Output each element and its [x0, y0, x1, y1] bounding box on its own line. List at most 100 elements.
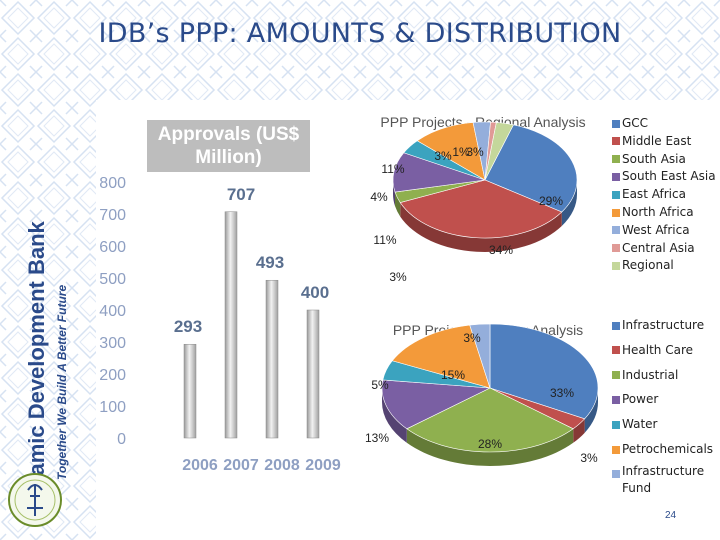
regional-legend: GCC Middle East South Asia South East Asia E… — [612, 116, 718, 276]
pie-slice-power — [381, 379, 492, 430]
legend-label: Regional — [622, 258, 674, 273]
legend-label: GCC — [622, 116, 649, 130]
legend-label: Water — [622, 417, 658, 432]
legend-label: Middle East — [622, 133, 692, 148]
pie-slice-south-east-asia — [392, 152, 486, 193]
legend-swatch — [612, 395, 620, 404]
pie-data-label: 29% — [539, 194, 563, 208]
legend-label: South Asia — [622, 151, 686, 166]
legend-label: Health Care — [622, 342, 694, 357]
pie-slice-infrastructure-fund — [469, 323, 491, 389]
legend-label: South East Asia — [622, 169, 716, 184]
brand-tagline: Together We Build A Better Future — [55, 285, 69, 480]
pie-slice-gcc — [484, 124, 578, 213]
legend-swatch — [612, 137, 620, 146]
legend-item: Middle East — [612, 134, 691, 148]
pie-data-label: 33% — [550, 386, 574, 400]
pie-slice-infrastructure — [489, 323, 599, 420]
legend-item: Petrochemicals — [612, 442, 713, 456]
legend-swatch — [612, 119, 620, 128]
legend-swatch — [612, 190, 620, 199]
pie-data-label: 3% — [389, 270, 407, 284]
pie-data-label: 3% — [580, 451, 598, 465]
legend-item: Infrastructure — [612, 318, 704, 332]
pie-data-label: 4% — [370, 190, 388, 204]
legend-label: Infrastructure — [622, 318, 705, 332]
bar-value-label: 293 — [174, 317, 202, 336]
pie-slice-side — [395, 192, 401, 217]
legend-item: West Africa — [612, 223, 690, 237]
pie-slice-middle-east — [399, 179, 563, 239]
y-tick-label: 0 — [117, 431, 126, 448]
regional-pie-chart: PPP Projects - Regional Analysis29%34%3%… — [370, 114, 585, 284]
y-tick-label: 100 — [99, 399, 126, 416]
legend-item: Infrastructure Fund — [612, 464, 712, 497]
legend-swatch — [612, 208, 620, 217]
legend-swatch — [612, 470, 620, 479]
y-tick-label: 800 — [99, 175, 126, 192]
legend-swatch — [612, 420, 620, 429]
legend-label: Power — [622, 392, 659, 407]
x-tick-label: 2007 — [223, 457, 259, 474]
bar-value-label: 707 — [227, 185, 255, 204]
legend-swatch — [612, 261, 620, 270]
legend-item: Regional — [612, 258, 674, 272]
sector-pie-chart: PPP Projects - Sector Analysis33%3%28%13… — [365, 322, 599, 466]
pie-slice-side — [406, 428, 574, 466]
pie-slice-north-africa — [416, 122, 486, 181]
legend-swatch — [612, 226, 620, 235]
bar-value-label: 400 — [301, 283, 329, 302]
legend-item: Central Asia — [612, 241, 695, 255]
pie-data-label: 3% — [434, 149, 452, 163]
legend-label: North Africa — [622, 205, 694, 219]
legend-item: Industrial — [612, 368, 678, 382]
approvals-bar-chart: 0 100 200 300 400 500 600 700 800 293 2006 707 2007 4… — [99, 175, 341, 474]
bar-2007 — [224, 211, 238, 439]
pie-slice-regional — [484, 122, 514, 181]
pie-data-label: 15% — [441, 368, 465, 382]
legend-swatch — [612, 371, 620, 380]
pie-data-label: 13% — [365, 431, 389, 445]
pie-slice-side — [382, 388, 407, 443]
pie-slice-petrochemicals — [391, 324, 491, 389]
pie-data-label: 28% — [478, 437, 502, 451]
bar-chart-title: Approvals (US$ Million) — [147, 120, 310, 172]
x-tick-label: 2009 — [305, 457, 341, 474]
legend-swatch — [612, 244, 620, 253]
sector-legend: Infrastructure Health Care Industrial Power… — [612, 318, 718, 503]
pie-data-label: 3% — [463, 331, 481, 345]
legend-item: GCC — [612, 116, 648, 130]
legend-swatch — [612, 155, 620, 164]
bar-2009 — [306, 309, 320, 439]
legend-item: South Asia — [612, 152, 686, 166]
page-number: 24 — [665, 510, 677, 521]
legend-item: Water — [612, 417, 657, 431]
legend-swatch — [612, 321, 620, 330]
legend-swatch — [612, 445, 620, 454]
bar-2006 — [183, 343, 197, 439]
y-tick-label: 700 — [99, 207, 126, 224]
legend-item: South East Asia — [612, 169, 716, 183]
legend-label: Industrial — [622, 367, 679, 382]
pie-data-label: 3% — [466, 145, 484, 159]
x-tick-label: 2006 — [182, 457, 218, 474]
y-tick-label: 600 — [99, 239, 126, 256]
emblem-icon — [8, 473, 62, 527]
page-title: IDB’s PPP: AMOUNTS & DISTRIBUTION — [98, 18, 622, 49]
sidebar-branding: Islamic Development Bank Together We Bui… — [0, 80, 95, 540]
legend-label: East Africa — [622, 187, 686, 202]
legend-item: Power — [612, 392, 658, 406]
brand-name: Islamic Development Bank — [24, 220, 49, 500]
bar-value-label: 493 — [256, 253, 284, 272]
legend-label: Infrastructure Fund — [622, 463, 705, 495]
pie-slice-industrial — [406, 387, 574, 453]
pie-data-label: 1% — [452, 145, 470, 159]
bar-2008 — [265, 279, 279, 439]
legend-label: Central Asia — [622, 240, 695, 255]
y-tick-label: 300 — [99, 335, 126, 352]
pie-slice-side — [561, 180, 577, 226]
x-tick-label: 2008 — [264, 457, 300, 474]
pie-data-label: 11% — [381, 162, 404, 176]
legend-swatch — [612, 346, 620, 355]
pie-data-label: 11% — [373, 233, 396, 247]
